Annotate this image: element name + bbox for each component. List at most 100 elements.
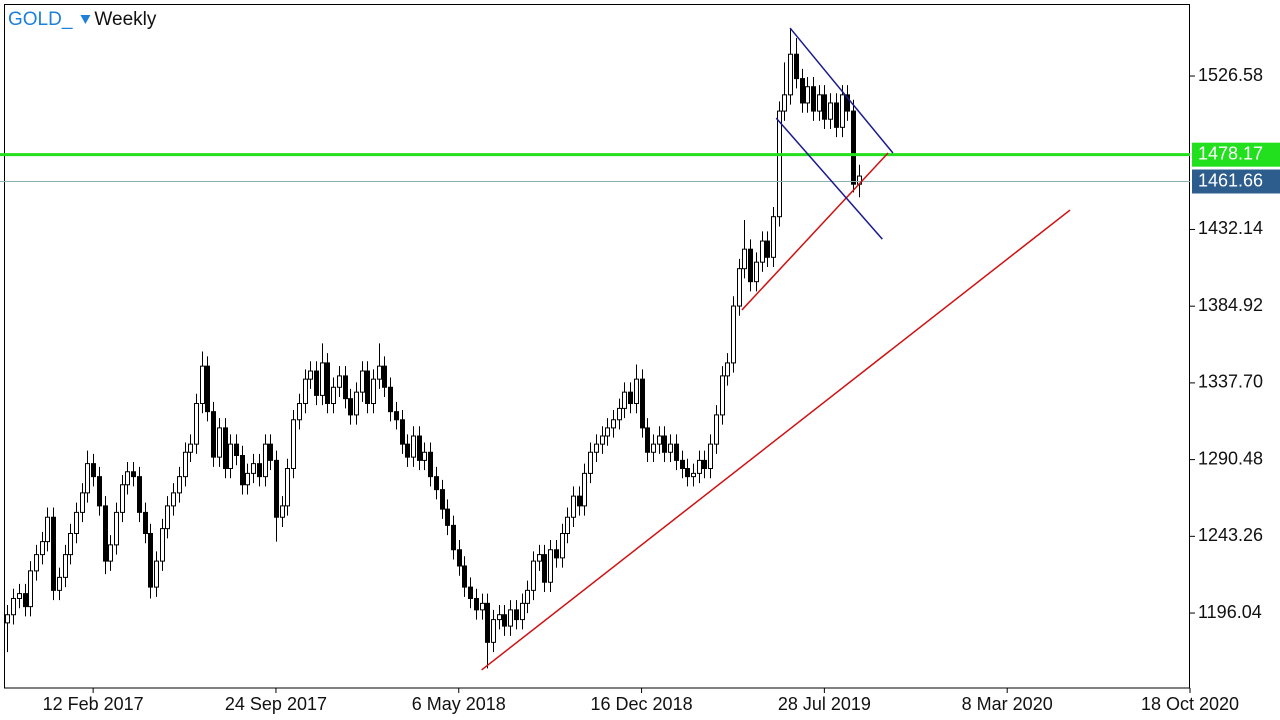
candle-body (514, 609, 519, 621)
candle-body (497, 614, 502, 621)
candle-body (685, 468, 690, 478)
candle-body (331, 386, 336, 405)
candle-body (777, 110, 782, 218)
candle-body (640, 378, 645, 429)
candle-body (508, 609, 513, 627)
symbol-name[interactable]: GOLD_ (8, 9, 73, 30)
candle-body (160, 528, 165, 562)
candle-body (263, 443, 268, 478)
candle-body (725, 362, 730, 377)
candle-body (205, 365, 210, 413)
candle-body (314, 370, 319, 396)
candle-body (525, 589, 530, 604)
candle-body (137, 476, 142, 513)
candle-body (320, 362, 325, 396)
x-tick-label: 24 Sep 2017 (225, 694, 327, 714)
candle-body (188, 443, 193, 453)
candle-body (297, 403, 302, 421)
dropdown-arrow[interactable] (80, 15, 91, 24)
y-tick-label: 1432.14 (1198, 218, 1263, 238)
candle-body (80, 492, 85, 513)
candle-body (325, 362, 330, 405)
candle-body (805, 86, 810, 104)
candle-body (171, 492, 176, 507)
candle-body (788, 53, 793, 96)
candle-body (405, 443, 410, 458)
candle-body (451, 524, 456, 551)
trend-line (775, 117, 883, 240)
candle-body (577, 495, 582, 507)
candle-body (428, 451, 433, 478)
candle-body (634, 378, 639, 405)
candle-body (594, 443, 599, 453)
candle-body (691, 472, 696, 478)
candle-body (57, 576, 62, 591)
candle-body (457, 549, 462, 567)
candle-body (417, 435, 422, 461)
candle-body (11, 597, 16, 616)
candle-body (365, 370, 370, 405)
candle-body (480, 602, 485, 611)
candle-body (742, 248, 747, 270)
candle-body (520, 602, 525, 621)
x-tick-label: 16 Dec 2018 (591, 694, 693, 714)
candle-body (200, 365, 205, 405)
candle-body (668, 443, 673, 453)
candle-body (194, 403, 199, 445)
price-label: 1478.17 (1198, 143, 1263, 163)
candle-body (411, 435, 416, 458)
candle-body (103, 505, 108, 562)
candle-body (611, 419, 616, 429)
candle-body (474, 597, 479, 611)
candle-body (760, 240, 765, 263)
overlay: 1196.04 1243.26 1290.48 1337.70 1384.92 1432.… (0, 27, 1280, 714)
candle-body (85, 463, 90, 494)
timeframe[interactable]: Weekly (94, 9, 156, 30)
candle-body (828, 102, 833, 120)
candle-body (45, 516, 50, 543)
candle-body (571, 495, 576, 518)
candle-body (268, 443, 273, 461)
candle-body (445, 508, 450, 526)
trend-line (481, 209, 1071, 671)
candle-body (211, 411, 216, 458)
candle-body (560, 532, 565, 559)
candle-body (245, 472, 250, 486)
candle-body (120, 484, 125, 513)
candle-body (794, 53, 799, 80)
candle-body (343, 375, 348, 400)
price-label: 1461.66 (1198, 170, 1263, 190)
candle-body (765, 240, 770, 258)
candle-body (40, 541, 45, 556)
candle-body (257, 463, 262, 478)
candle-body (548, 549, 553, 583)
candle-body (303, 378, 308, 405)
candle-body (702, 459, 707, 470)
candle-body (720, 375, 725, 416)
candle-body (434, 476, 439, 491)
candle-body (588, 451, 593, 474)
candle-body (91, 463, 96, 478)
candle-body (348, 398, 353, 416)
candle-body (731, 305, 736, 364)
candle-body (125, 471, 130, 486)
y-tick-label: 1290.48 (1198, 448, 1263, 468)
candle-body (143, 511, 148, 534)
candle-body (708, 443, 713, 470)
candle-body (748, 248, 753, 283)
x-tick-label: 8 Mar 2020 (962, 694, 1053, 714)
candle-body (565, 516, 570, 534)
candle-body (377, 365, 382, 380)
candle-body (114, 511, 119, 546)
candle-body (554, 549, 559, 559)
price-label-box (1192, 169, 1280, 194)
candle-body (542, 554, 547, 583)
candle-body (360, 370, 365, 393)
candle-body (462, 565, 467, 588)
candle-body (582, 472, 587, 507)
y-tick-label: 1384.92 (1198, 295, 1263, 315)
candle-body (840, 94, 845, 128)
